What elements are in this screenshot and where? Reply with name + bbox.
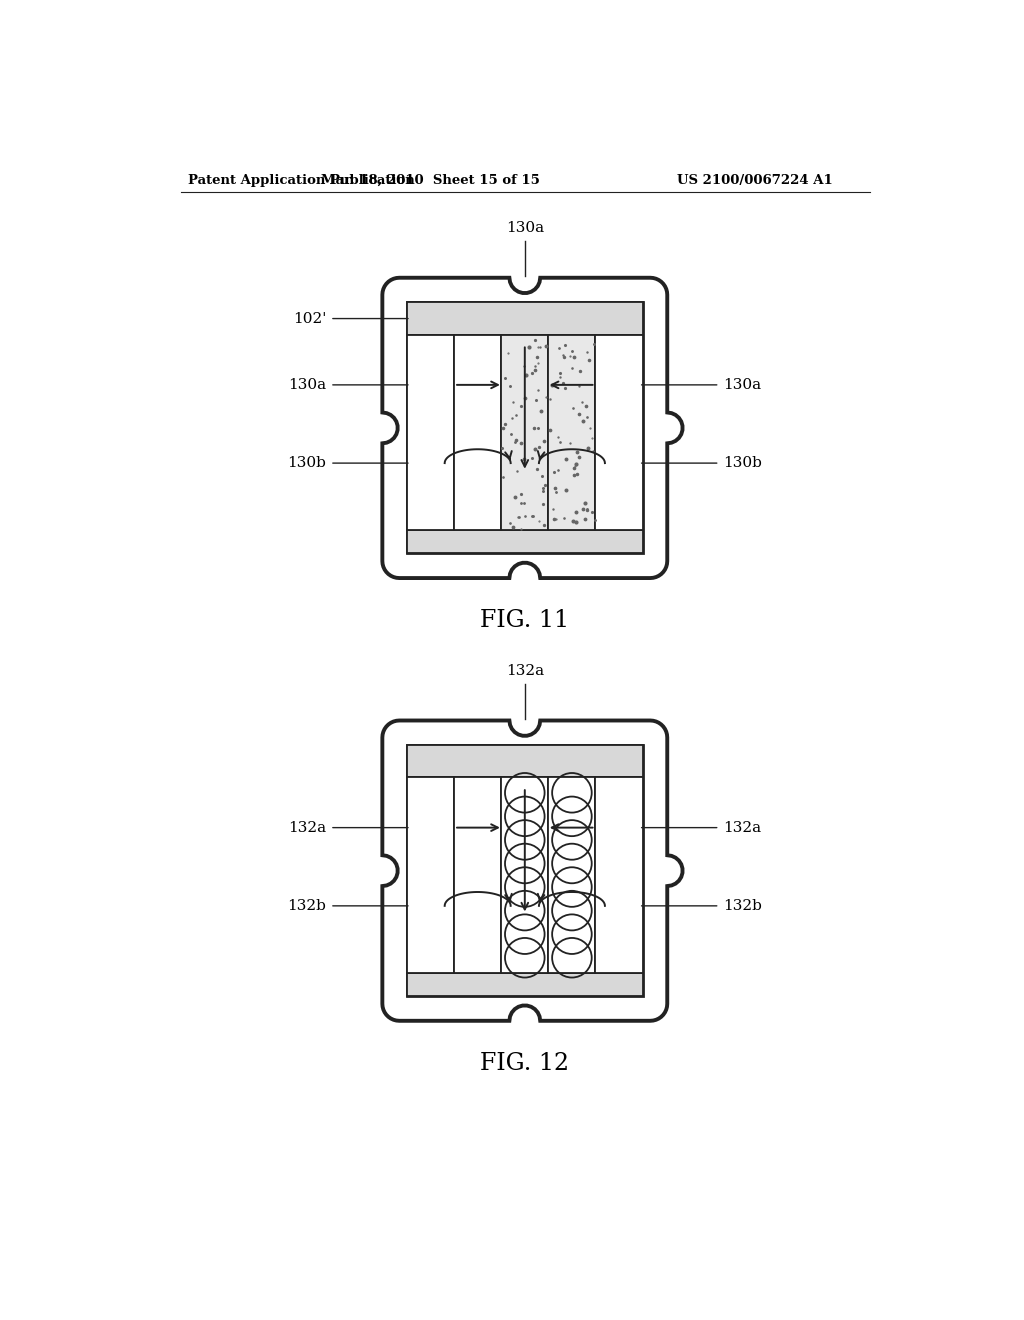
Bar <box>407 302 643 335</box>
Text: 102': 102' <box>293 312 326 326</box>
Text: 130b: 130b <box>724 457 762 470</box>
Text: Patent Application Publication: Patent Application Publication <box>188 174 415 187</box>
Text: Mar. 18, 2010  Sheet 15 of 15: Mar. 18, 2010 Sheet 15 of 15 <box>322 174 541 187</box>
Text: 132a: 132a <box>724 821 762 834</box>
PathPatch shape <box>382 277 682 578</box>
Bar <box>596 335 643 531</box>
Bar <box>501 777 549 973</box>
Text: 130a: 130a <box>288 378 326 392</box>
Bar <box>410 305 640 550</box>
Bar <box>454 335 501 531</box>
Text: FIG. 11: FIG. 11 <box>480 609 569 632</box>
Text: 132a: 132a <box>506 664 544 678</box>
Bar <box>407 302 643 553</box>
Bar <box>407 744 643 777</box>
Bar <box>407 777 454 973</box>
Bar <box>596 777 643 973</box>
Text: 132b: 132b <box>288 899 326 913</box>
Text: 130a: 130a <box>724 378 762 392</box>
Bar <box>549 335 596 531</box>
PathPatch shape <box>382 721 682 1020</box>
Bar <box>501 335 549 531</box>
Bar <box>454 777 501 973</box>
Text: 130b: 130b <box>288 457 326 470</box>
Text: 132a: 132a <box>288 821 326 834</box>
Bar <box>407 531 643 553</box>
Text: 130a: 130a <box>506 222 544 235</box>
Bar <box>410 748 640 993</box>
Text: 132b: 132b <box>724 899 762 913</box>
Bar <box>407 973 643 997</box>
Bar <box>407 335 454 531</box>
Text: US 2100/0067224 A1: US 2100/0067224 A1 <box>677 174 833 187</box>
Bar <box>549 777 596 973</box>
Bar <box>407 744 643 997</box>
Text: FIG. 12: FIG. 12 <box>480 1052 569 1074</box>
